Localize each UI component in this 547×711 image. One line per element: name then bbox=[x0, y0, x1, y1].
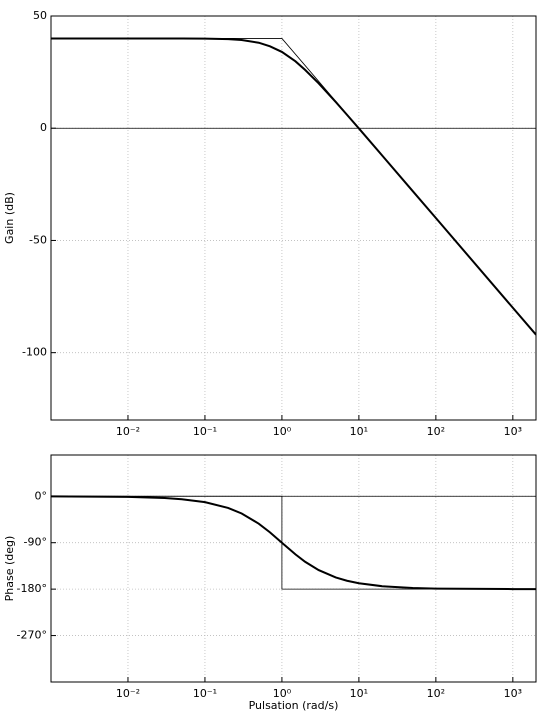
y-tick-label: -90° bbox=[24, 536, 47, 549]
y-tick-label: 0 bbox=[40, 121, 47, 134]
plot-frame bbox=[50, 454, 537, 683]
x-tick-label: 10¹ bbox=[350, 687, 368, 700]
x-tick-label: 10² bbox=[427, 687, 445, 700]
y-tick-label: 0° bbox=[35, 489, 48, 502]
x-tick-label: 10³ bbox=[504, 687, 522, 700]
x-tick-label: 10³ bbox=[504, 425, 522, 438]
y-tick-label: -180° bbox=[17, 582, 47, 595]
y-tick-label: -100 bbox=[22, 346, 47, 359]
x-tick-label: 10⁰ bbox=[273, 687, 292, 700]
x-axis-label: Pulsation (rad/s) bbox=[249, 699, 339, 711]
series-line bbox=[51, 37, 536, 336]
y-tick-label: -270° bbox=[17, 629, 47, 642]
series-line bbox=[51, 495, 536, 590]
x-tick-label: 10⁻¹ bbox=[193, 425, 217, 438]
x-tick-label: 10² bbox=[427, 425, 445, 438]
series-line bbox=[51, 38, 536, 335]
series-line bbox=[51, 495, 536, 591]
y-axis-label: Phase (deg) bbox=[3, 536, 16, 602]
y-tick-label: 50 bbox=[33, 9, 47, 22]
x-tick-label: 10⁰ bbox=[273, 425, 292, 438]
x-tick-label: 10¹ bbox=[350, 425, 368, 438]
plot-frame bbox=[50, 15, 537, 421]
x-tick-label: 10⁻² bbox=[116, 687, 140, 700]
y-axis-label: Gain (dB) bbox=[3, 192, 16, 244]
x-tick-label: 10⁻² bbox=[116, 425, 140, 438]
x-tick-label: 10⁻¹ bbox=[193, 687, 217, 700]
y-tick-label: -50 bbox=[29, 233, 47, 246]
